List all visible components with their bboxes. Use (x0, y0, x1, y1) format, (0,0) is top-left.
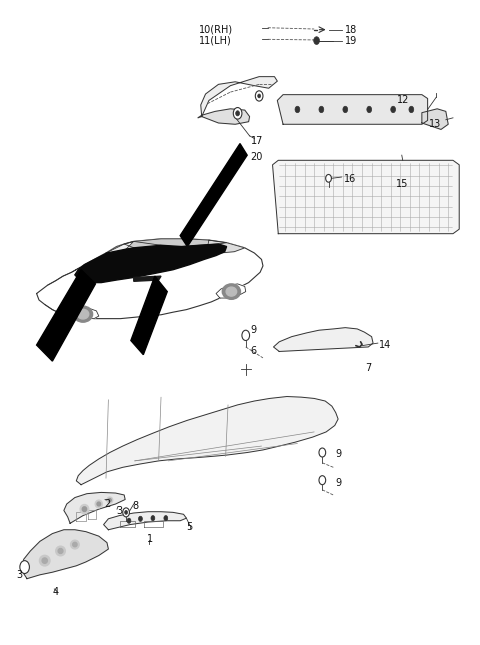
Text: 11(LH): 11(LH) (199, 35, 232, 46)
Circle shape (151, 515, 155, 521)
Circle shape (319, 448, 325, 457)
Polygon shape (76, 397, 338, 484)
Ellipse shape (226, 287, 237, 296)
Circle shape (164, 515, 168, 521)
Polygon shape (134, 276, 161, 281)
Ellipse shape (80, 504, 89, 514)
Circle shape (314, 37, 320, 45)
Text: 8: 8 (132, 501, 139, 511)
Circle shape (391, 106, 396, 113)
Polygon shape (277, 95, 428, 124)
Circle shape (242, 330, 250, 341)
Ellipse shape (73, 306, 93, 322)
Ellipse shape (39, 555, 50, 566)
Polygon shape (198, 109, 250, 124)
Circle shape (21, 562, 28, 571)
Text: 15: 15 (396, 179, 408, 189)
Circle shape (343, 106, 348, 113)
Circle shape (295, 106, 300, 113)
Circle shape (255, 91, 263, 101)
Ellipse shape (71, 541, 79, 549)
Text: 1: 1 (147, 535, 154, 544)
Circle shape (233, 108, 242, 119)
Polygon shape (131, 276, 167, 355)
Polygon shape (75, 244, 227, 283)
Polygon shape (134, 248, 158, 254)
Text: 2: 2 (104, 499, 110, 509)
Ellipse shape (107, 497, 113, 503)
Polygon shape (36, 270, 96, 361)
Text: 7: 7 (365, 362, 372, 373)
Ellipse shape (82, 507, 86, 511)
Text: 6: 6 (251, 346, 256, 357)
Polygon shape (273, 161, 459, 233)
Text: 13: 13 (429, 119, 441, 129)
Polygon shape (64, 492, 125, 523)
Text: 9: 9 (336, 449, 342, 459)
Polygon shape (22, 530, 108, 579)
Ellipse shape (95, 500, 102, 508)
Circle shape (409, 106, 414, 113)
Circle shape (139, 516, 143, 521)
Circle shape (127, 518, 131, 523)
Ellipse shape (77, 310, 89, 319)
Text: 14: 14 (379, 340, 391, 350)
Circle shape (123, 508, 130, 517)
Text: 17: 17 (251, 136, 263, 146)
Ellipse shape (97, 502, 101, 506)
Text: 20: 20 (251, 152, 263, 162)
Polygon shape (274, 328, 373, 352)
Polygon shape (180, 144, 247, 246)
Text: 18: 18 (345, 25, 358, 35)
Circle shape (20, 561, 29, 573)
Ellipse shape (58, 548, 63, 553)
Circle shape (258, 94, 261, 98)
Polygon shape (422, 109, 448, 130)
Text: 9: 9 (336, 479, 342, 488)
Circle shape (325, 174, 331, 182)
Text: 16: 16 (344, 174, 356, 184)
Polygon shape (201, 77, 277, 117)
Circle shape (319, 106, 324, 113)
Polygon shape (104, 511, 186, 530)
Polygon shape (187, 248, 211, 254)
Polygon shape (216, 284, 246, 298)
Text: 3: 3 (116, 506, 122, 516)
Text: 19: 19 (345, 35, 358, 46)
Ellipse shape (73, 542, 77, 547)
Circle shape (125, 510, 128, 514)
Text: 10(RH): 10(RH) (199, 25, 233, 35)
Circle shape (367, 106, 372, 113)
Ellipse shape (222, 284, 240, 299)
Polygon shape (124, 239, 227, 250)
Ellipse shape (42, 558, 48, 563)
Circle shape (236, 111, 240, 116)
Polygon shape (72, 241, 134, 272)
Text: 9: 9 (251, 325, 256, 335)
Polygon shape (206, 240, 245, 253)
Text: 5: 5 (187, 522, 193, 532)
Polygon shape (106, 241, 161, 261)
Polygon shape (68, 308, 99, 319)
Text: 3: 3 (17, 570, 23, 580)
Polygon shape (158, 248, 187, 253)
Polygon shape (36, 239, 263, 319)
Circle shape (319, 475, 325, 484)
Ellipse shape (56, 546, 65, 556)
Text: 4: 4 (53, 586, 59, 597)
Ellipse shape (108, 499, 111, 502)
Text: 12: 12 (396, 95, 409, 105)
